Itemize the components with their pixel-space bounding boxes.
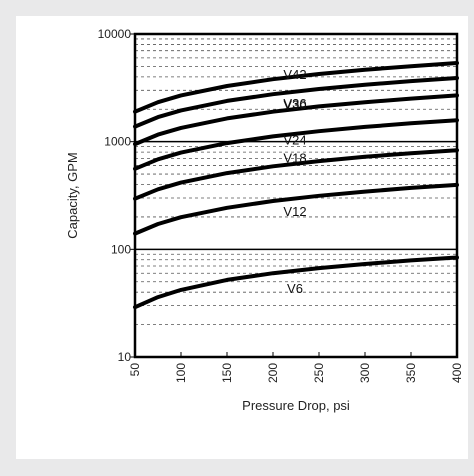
chart-panel <box>16 16 468 459</box>
series-label-v18: V18 <box>283 150 306 165</box>
y-tick-label: 10 <box>118 350 132 364</box>
series-curves <box>133 61 459 310</box>
x-tick-label: 100 <box>174 363 188 383</box>
y-tick-label: 100 <box>111 242 131 256</box>
y-tick-label: 1000 <box>104 135 131 149</box>
series-line-v24 <box>133 118 459 171</box>
x-tick-label: 200 <box>266 363 280 383</box>
y-tick-label: 10000 <box>98 27 132 41</box>
series-label-v12: V12 <box>283 204 306 219</box>
x-tick-label: 150 <box>220 363 234 383</box>
series-label-v6: V6 <box>287 281 303 296</box>
grid-lines <box>135 38 457 325</box>
y-axis-ticks: 10 100 1000 10000 <box>98 27 135 364</box>
series-label-v24: V24 <box>283 132 306 147</box>
x-tick-label: 350 <box>404 363 418 383</box>
series-label-v42: V42 <box>283 67 306 82</box>
series-line-v42 <box>133 61 459 114</box>
series-label-v30: V30 <box>283 98 306 113</box>
series-label-v36: V36 <box>283 96 306 111</box>
y-axis-title: Capacity, GPM <box>65 152 80 238</box>
x-tick-label: 300 <box>358 363 372 383</box>
x-axis-title: Pressure Drop, psi <box>242 398 350 413</box>
series-line-v36 <box>133 76 459 129</box>
x-axis-ticks: 50 100 150 200 250 300 350 400 <box>128 352 464 383</box>
plot-border <box>133 32 459 359</box>
x-tick-label: 50 <box>128 363 142 377</box>
series-line-v18 <box>133 148 459 201</box>
series-line-v30 <box>133 93 459 147</box>
series-line-v12 <box>133 182 459 236</box>
series-line-v6 <box>133 255 459 310</box>
x-tick-label: 400 <box>450 363 464 383</box>
x-tick-label: 250 <box>312 363 326 383</box>
